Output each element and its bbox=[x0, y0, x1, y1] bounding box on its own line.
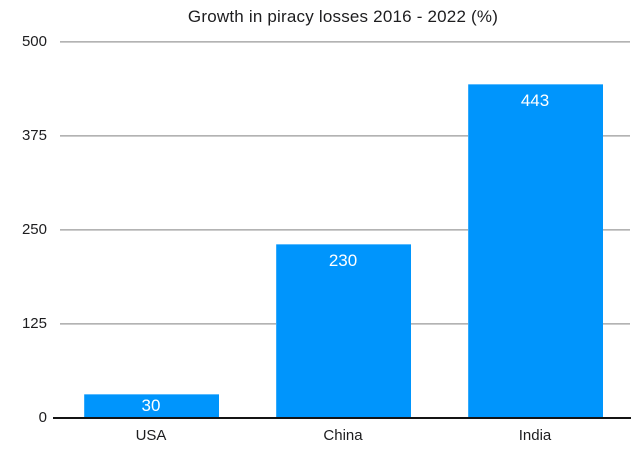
bar-value-label: 30 bbox=[141, 396, 161, 415]
gridline bbox=[60, 41, 630, 43]
y-axis-tick-label: 500 bbox=[21, 33, 47, 50]
y-axis-tick-label: 375 bbox=[21, 127, 47, 144]
chart-title: Growth in piracy losses 2016 - 2022 (%) bbox=[187, 7, 499, 26]
bar-value-label: 230 bbox=[328, 251, 358, 271]
y-axis-tick-label: 250 bbox=[21, 221, 47, 238]
x-axis-label: India bbox=[518, 427, 552, 444]
gridline bbox=[60, 135, 630, 137]
gridline bbox=[60, 229, 630, 231]
x-axis-label: USA bbox=[135, 427, 167, 444]
y-axis-tick-label: 0 bbox=[38, 409, 47, 426]
bar-india: 443 bbox=[467, 83, 603, 417]
plot-area: 0 125 250 375 500 30 230 443 USA China India bbox=[22, 33, 631, 444]
x-axis-label: China bbox=[323, 427, 363, 444]
bar-value-label: 443 bbox=[520, 90, 550, 110]
bar-china: 230 bbox=[275, 244, 411, 417]
x-axis-line bbox=[53, 417, 631, 419]
bar-usa: 30 bbox=[83, 394, 219, 417]
y-axis-tick-label: 125 bbox=[21, 315, 47, 332]
